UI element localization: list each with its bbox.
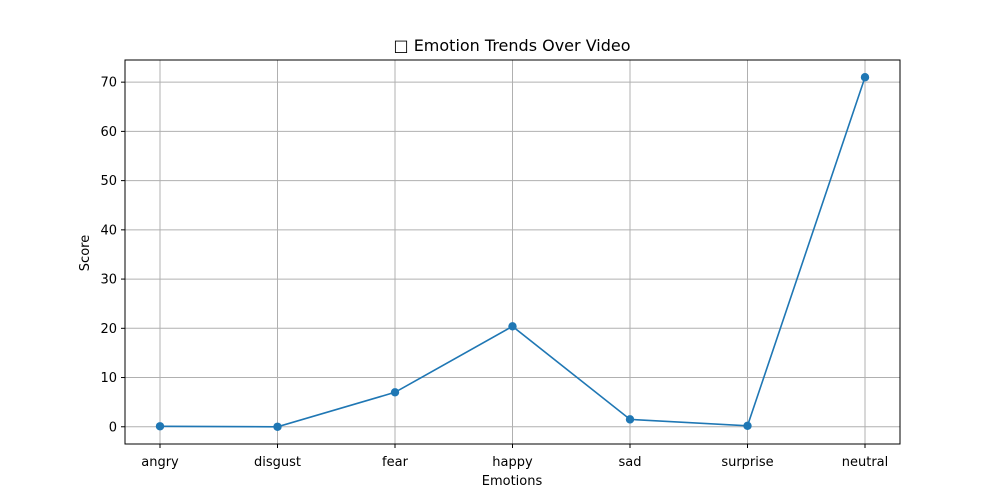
data-point-surprise — [743, 421, 752, 430]
y-tick-label: 40 — [100, 223, 117, 238]
series-layer — [155, 73, 870, 431]
x-axis-label: Emotions — [482, 474, 543, 489]
data-point-angry — [155, 422, 165, 431]
data-point-disgust — [273, 422, 282, 431]
y-tick-label: 70 — [100, 76, 117, 91]
x-tick-label: disgust — [254, 455, 301, 470]
x-tick-label: fear — [382, 455, 409, 470]
x-axis: angry disgust fear happy sad surprise neutral — [141, 444, 888, 470]
y-tick-label: 30 — [100, 273, 117, 288]
x-tick-label: neutral — [842, 455, 889, 470]
y-tick-label: 20 — [100, 322, 117, 337]
y-axis-label: Score — [78, 235, 93, 271]
chart-title: □ Emotion Trends Over Video — [393, 36, 630, 55]
data-point-happy — [508, 322, 517, 331]
data-point-neutral — [860, 73, 870, 82]
y-tick-label: 60 — [100, 125, 117, 140]
grid — [125, 60, 900, 444]
y-tick-label: 50 — [100, 174, 117, 189]
x-tick-label: surprise — [721, 455, 773, 470]
data-point-fear — [390, 388, 400, 397]
y-tick-label: 0 — [109, 420, 117, 435]
x-tick-label: happy — [492, 455, 533, 470]
x-tick-label: angry — [141, 455, 179, 470]
y-tick-label: 10 — [100, 371, 117, 386]
y-axis: 0 10 20 30 40 50 60 70 — [100, 76, 125, 435]
x-tick-label: sad — [619, 455, 642, 470]
data-point-sad — [625, 415, 635, 424]
